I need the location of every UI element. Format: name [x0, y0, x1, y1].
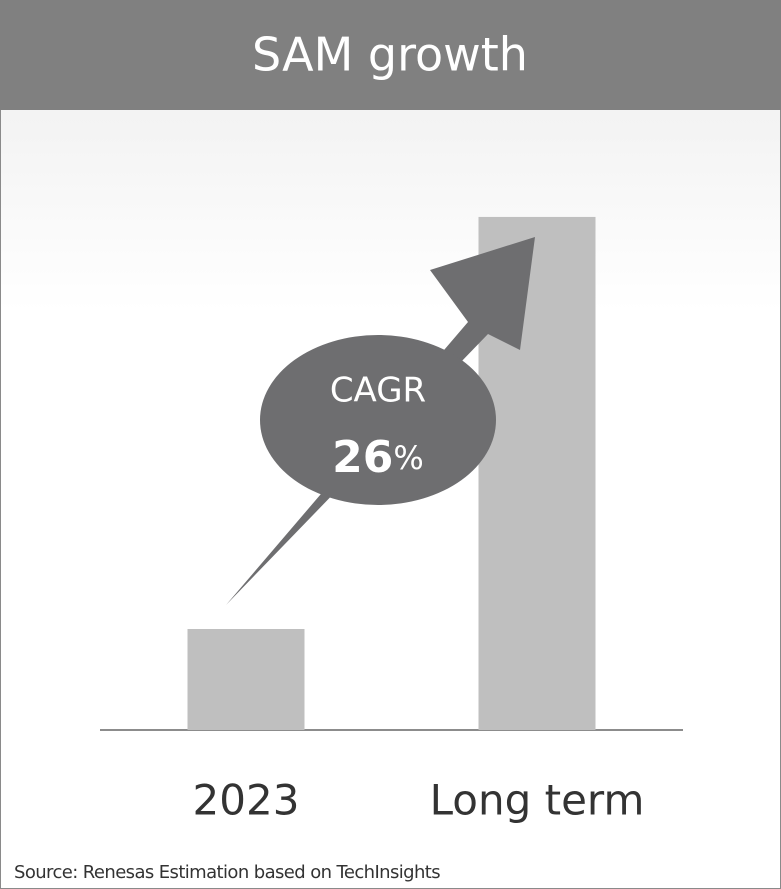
chart-title: SAM growth	[252, 28, 528, 82]
bar	[187, 629, 305, 730]
x-tick-label: 2023	[193, 776, 300, 825]
cagr-value-text: 26%	[332, 432, 424, 483]
header	[0, 0, 781, 110]
x-tick-label: Long term	[430, 776, 645, 825]
cagr-bubble	[260, 335, 496, 505]
cagr-unit: %	[393, 439, 423, 477]
bars	[187, 216, 596, 731]
growth-arrow	[226, 237, 535, 605]
source-note: Source: Renesas Estimation based on Tech…	[14, 862, 440, 883]
cagr-value: 26	[332, 432, 393, 483]
cagr-label: CAGR	[330, 371, 426, 411]
